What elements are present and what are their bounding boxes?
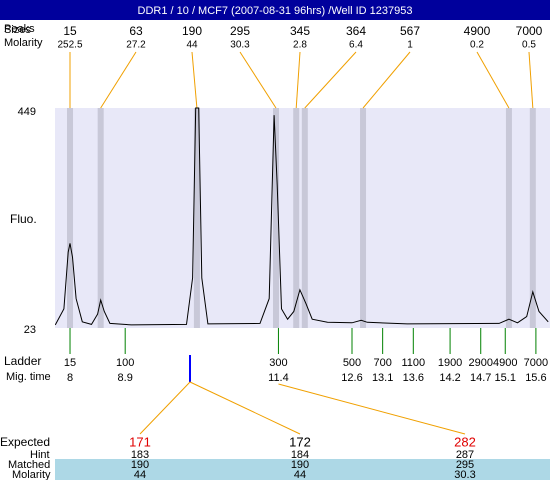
peak-molarity: 1 [407, 40, 413, 51]
ladder-size: 4900 [493, 357, 517, 369]
peaks-label: Peaks [4, 23, 35, 35]
peak-connector [100, 51, 137, 109]
header-bar [0, 0, 550, 20]
ladder-size: 100 [116, 357, 134, 369]
peak-size: 4900 [464, 24, 491, 38]
ladder-size: 2900 [468, 357, 492, 369]
peak-band [67, 108, 74, 328]
ladder-label: Ladder [4, 354, 41, 368]
ladder-time: 13.6 [403, 372, 424, 384]
peak-size: 7000 [516, 24, 543, 38]
matched-value: 190 [131, 459, 149, 471]
matched-value: 295 [456, 459, 474, 471]
ladder-time: 14.7 [470, 372, 491, 384]
ladder-size: 500 [343, 357, 361, 369]
expected-connector [189, 381, 301, 435]
expected-value: 172 [289, 434, 311, 449]
sizes-label: Sizes [4, 24, 31, 36]
peak-molarity: 30.3 [230, 40, 250, 51]
ladder-size: 1900 [438, 357, 462, 369]
peak-band [272, 108, 279, 328]
ladder-time: 15.6 [525, 372, 546, 384]
ladder-size: 15 [64, 357, 76, 369]
ladder-time: 13.1 [372, 372, 393, 384]
peak-connector [362, 51, 411, 109]
fluo-label: Fluo. [10, 212, 37, 226]
matched-row-bg [55, 459, 550, 480]
ladder-time: 8 [67, 372, 73, 384]
peak-molarity: 0.2 [470, 40, 484, 51]
ladder-time: 15.1 [495, 372, 516, 384]
peak-size: 295 [230, 24, 250, 38]
ladder-time: 12.6 [341, 372, 362, 384]
trace [55, 107, 549, 326]
expected-connector [278, 383, 466, 435]
peak-connector [191, 51, 198, 109]
hint-label: Hint [30, 449, 50, 461]
peak-band [193, 108, 200, 328]
header-title: DDR1 / 10 / MCF7 (2007-08-31 96hrs) /Wel… [138, 5, 413, 17]
peak-size: 63 [129, 24, 143, 38]
peak-band [360, 108, 367, 328]
peak-molarity: 0.5 [522, 40, 536, 51]
peak-band [301, 108, 308, 328]
ladder-size: 1100 [401, 357, 425, 369]
matched-value: 190 [291, 459, 309, 471]
hint-value: 287 [456, 449, 474, 461]
peak-molarity: 6.4 [349, 40, 363, 51]
expected-value: 282 [454, 434, 476, 449]
peak-molarity: 44 [186, 40, 198, 51]
peak-connector [476, 51, 510, 109]
molarity-label: Molarity [4, 37, 43, 49]
molarity-value: 44 [294, 469, 306, 480]
peak-connector [304, 51, 357, 109]
expected-label: Expected [0, 435, 50, 449]
hint-value: 183 [131, 449, 149, 461]
ladder-time: 11.4 [268, 372, 289, 384]
ladder-size: 700 [373, 357, 391, 369]
peak-size: 15 [63, 24, 77, 38]
peak-molarity: 27.2 [126, 40, 146, 51]
peak-band [97, 108, 104, 328]
peak-band [505, 108, 512, 328]
ladder-size: 300 [269, 357, 287, 369]
peak-size: 345 [290, 24, 310, 38]
ladder-time: 8.9 [118, 372, 133, 384]
molarity-value: 44 [134, 469, 146, 480]
peak-connector [528, 51, 534, 109]
expected-connector [139, 381, 191, 435]
ladder-time: 14.2 [439, 372, 460, 384]
expected-value: 171 [129, 434, 151, 449]
peak-molarity: 2.8 [293, 40, 307, 51]
molarity-row-label: Molarity [12, 469, 51, 480]
matched-label: Matched [8, 459, 50, 471]
peak-size: 364 [346, 24, 366, 38]
peak-band [293, 108, 300, 328]
peak-connector [239, 51, 277, 109]
y-tick-label: 23 [24, 324, 36, 336]
ladder-size: 7000 [524, 357, 548, 369]
molarity-value: 30.3 [454, 469, 475, 480]
mig-time-label: Mig. time [6, 371, 51, 383]
peak-size: 567 [400, 24, 420, 38]
y-tick-label: 449 [18, 106, 36, 118]
hint-value: 184 [291, 449, 309, 461]
peak-molarity: 252.5 [57, 40, 82, 51]
peak-connector [295, 51, 301, 109]
peak-size: 190 [182, 24, 202, 38]
peak-band [529, 108, 536, 328]
